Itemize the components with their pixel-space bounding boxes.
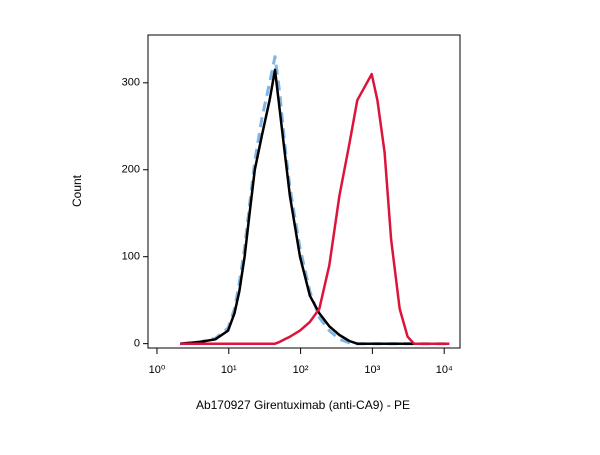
x-tick-label: 10⁰: [149, 364, 166, 376]
x-tick-label: 10⁴: [436, 364, 453, 376]
series-line: [180, 72, 450, 345]
y-tick-label: 200: [122, 164, 140, 176]
series-line: [179, 68, 450, 345]
x-axis-label: Ab170927 Girentuximab (anti-CA9) - PE: [196, 398, 410, 412]
y-tick-label: 100: [122, 251, 140, 263]
y-axis-label: Count: [70, 174, 84, 207]
y-tick-label: 300: [122, 77, 140, 89]
x-tick-label: 10¹: [221, 364, 237, 376]
series-line: [179, 55, 450, 346]
plot-frame: [147, 34, 461, 349]
y-tick-label: 0: [134, 338, 140, 350]
x-tick-label: 10³: [364, 364, 380, 376]
x-tick-label: 10²: [293, 364, 309, 376]
